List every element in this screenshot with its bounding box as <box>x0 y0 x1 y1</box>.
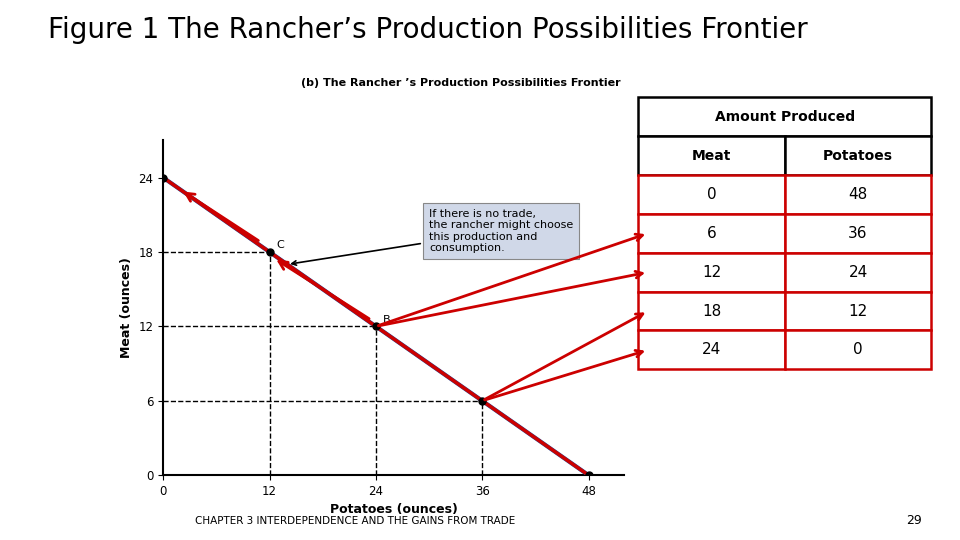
Bar <box>784 136 931 175</box>
Text: B: B <box>383 315 391 325</box>
Bar <box>784 253 931 292</box>
Bar <box>638 330 784 369</box>
Y-axis label: Meat (ounces): Meat (ounces) <box>120 258 132 358</box>
Text: 0: 0 <box>853 342 863 357</box>
Text: 24: 24 <box>849 265 868 280</box>
Text: 0: 0 <box>707 187 716 202</box>
Bar <box>784 214 931 253</box>
Text: 48: 48 <box>849 187 868 202</box>
Text: 36: 36 <box>849 226 868 241</box>
Text: 18: 18 <box>702 303 721 319</box>
Text: 12: 12 <box>849 303 868 319</box>
Text: 6: 6 <box>707 226 716 241</box>
Bar <box>638 292 784 330</box>
Bar <box>784 330 931 369</box>
Text: 12: 12 <box>702 265 721 280</box>
Text: CHAPTER 3 INTERDEPENDENCE AND THE GAINS FROM TRADE: CHAPTER 3 INTERDEPENDENCE AND THE GAINS … <box>195 516 516 526</box>
Text: C: C <box>276 240 284 250</box>
Text: (b) The Rancher ’s Production Possibilities Frontier: (b) The Rancher ’s Production Possibilit… <box>301 78 620 89</box>
Text: Potatoes: Potatoes <box>823 148 893 163</box>
Text: Amount Produced: Amount Produced <box>715 110 854 124</box>
Text: Meat: Meat <box>692 148 732 163</box>
Bar <box>784 175 931 214</box>
Text: 29: 29 <box>906 514 922 526</box>
Text: Figure 1 The Rancher’s Production Possibilities Frontier: Figure 1 The Rancher’s Production Possib… <box>48 16 807 44</box>
X-axis label: Potatoes (ounces): Potatoes (ounces) <box>329 503 458 516</box>
Text: 24: 24 <box>702 342 721 357</box>
Text: If there is no trade,
the rancher might choose
this production and
consumption.: If there is no trade, the rancher might … <box>292 208 573 265</box>
Bar <box>638 214 784 253</box>
Bar <box>638 253 784 292</box>
Bar <box>638 136 784 175</box>
Bar <box>784 292 931 330</box>
Bar <box>638 175 784 214</box>
